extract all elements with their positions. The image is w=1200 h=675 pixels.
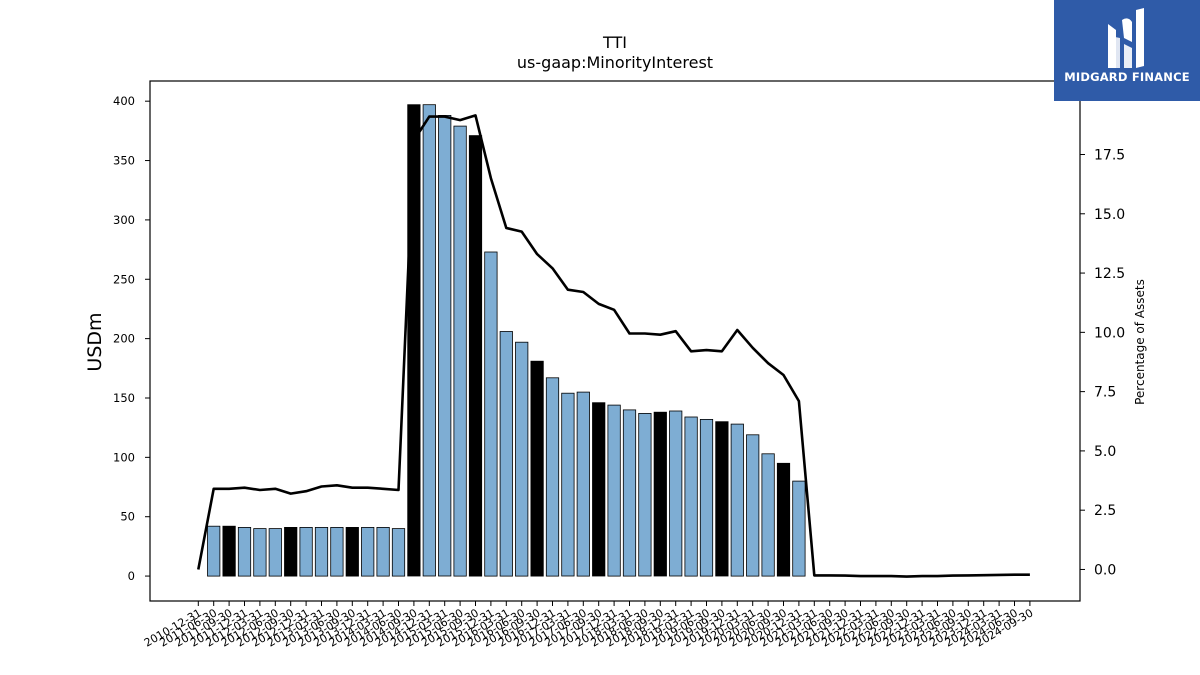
- brand-logo: MIDGARD FINANCE: [1054, 0, 1200, 101]
- y-tick-label: 50: [120, 510, 135, 524]
- plot-frame: [149, 80, 1081, 602]
- bar-2016-09-30: [530, 360, 544, 577]
- bar-2020-03-31: [746, 434, 760, 577]
- bar-2015-09-30: [468, 135, 483, 577]
- y2-tick-label: 10.0: [1094, 325, 1125, 341]
- y-tick-label: 100: [113, 450, 135, 464]
- y2-axis: 0.0 2.5 5.0 7.5 10.0 12.5 15.0 17.5: [1080, 148, 1125, 578]
- y-tick-label: 350: [113, 154, 135, 168]
- line-percentage-of-assets: [197, 114, 1030, 578]
- bar-2019-06-30: [699, 418, 714, 577]
- y2-tick-label: 15.0: [1094, 207, 1125, 223]
- brand-name: MIDGARD FINANCE: [1064, 70, 1190, 84]
- bar-2011-06-30: [207, 525, 221, 577]
- y-tick-label: 400: [113, 94, 135, 108]
- y-tick-label: 250: [113, 272, 135, 286]
- bar-2016-06-30: [515, 341, 529, 577]
- line-series: [197, 114, 1030, 578]
- bar-2018-09-30: [653, 411, 667, 577]
- y2-tick-label: 2.5: [1094, 503, 1116, 519]
- y-axis-label: USDm: [84, 312, 106, 371]
- y-tick-label: 150: [113, 391, 135, 405]
- y2-tick-label: 17.5: [1094, 148, 1125, 164]
- bar-2011-09-30: [222, 525, 236, 577]
- bar-2018-06-30: [638, 412, 652, 577]
- bar-2020-12-31: [792, 480, 806, 577]
- bar-2016-12-31: [545, 377, 560, 577]
- bar-series: [207, 104, 806, 577]
- bar-2011-12-31: [237, 527, 252, 577]
- bar-2015-12-31: [484, 251, 498, 577]
- y-tick-label: 0: [128, 569, 135, 583]
- bar-2012-09-30: [284, 527, 298, 577]
- y2-tick-label: 0.0: [1094, 562, 1116, 578]
- bar-2016-03-31: [499, 331, 513, 577]
- y-axis: 0 50 100 150 200 250 300 350 400: [113, 94, 150, 583]
- bar-2013-06-30: [330, 527, 344, 577]
- chart-title: TTI: [602, 33, 627, 52]
- bar-2020-09-30: [776, 462, 791, 577]
- bar-2019-12-31: [730, 423, 744, 577]
- bar-2014-09-30: [407, 104, 421, 577]
- bar-2017-12-31: [607, 404, 621, 577]
- y2-tick-label: 5.0: [1094, 444, 1116, 460]
- bar-2014-03-31: [376, 527, 390, 577]
- y2-tick-label: 7.5: [1094, 385, 1116, 401]
- bar-2013-03-31: [314, 527, 329, 577]
- bar-2014-06-30: [391, 528, 406, 577]
- chart-subtitle: us-gaap:MinorityInterest: [517, 53, 713, 72]
- y-tick-label: 200: [113, 332, 135, 346]
- bar-2015-03-31: [438, 115, 452, 577]
- bar-2013-12-31: [361, 527, 375, 577]
- bar-2012-12-31: [299, 527, 313, 577]
- bar-2012-06-30: [268, 528, 282, 577]
- bar-2014-12-31: [422, 104, 436, 577]
- bar-2015-06-30: [453, 125, 467, 577]
- x-axis: 2010-12-312011-06-302011-09-302011-12-31…: [142, 601, 1035, 650]
- bar-2018-12-31: [669, 410, 683, 577]
- bar-2018-03-31: [622, 409, 637, 577]
- y2-tick-label: 12.5: [1094, 266, 1125, 282]
- bar-2017-09-30: [592, 402, 606, 577]
- bar-2019-09-30: [715, 421, 729, 577]
- bar-2017-06-30: [576, 391, 590, 577]
- y2-axis-label: Percentage of Assets: [1133, 279, 1147, 405]
- y-tick-label: 300: [113, 213, 135, 227]
- bar-2019-03-31: [684, 416, 698, 577]
- bar-2013-09-30: [345, 527, 359, 577]
- bar-2012-03-31: [253, 528, 267, 577]
- midgard-logo-icon: [1108, 8, 1144, 68]
- bar-2017-03-31: [561, 392, 575, 577]
- bar-2020-06-30: [761, 453, 775, 577]
